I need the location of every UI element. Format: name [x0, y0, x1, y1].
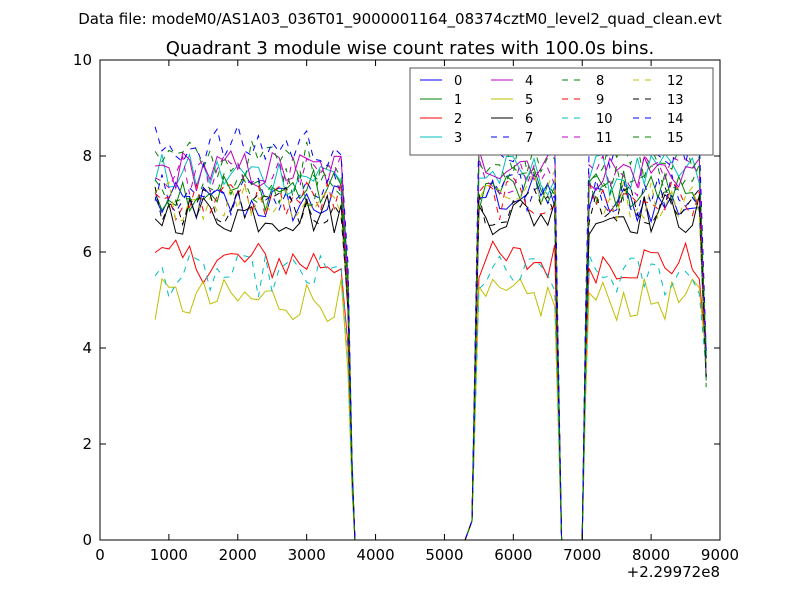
y-tick-label: 4: [82, 339, 92, 357]
x-tick-label: 1000: [150, 546, 188, 564]
legend-item-5: 5: [491, 93, 533, 108]
x-offset-label: +2.29972e8: [627, 563, 720, 581]
series-line-3: [154, 153, 707, 541]
legend-label-4: 4: [525, 74, 533, 89]
series-line-13: [154, 185, 707, 541]
legend-label-10: 10: [596, 112, 613, 127]
legend-item-10: 10: [562, 112, 613, 127]
legend-item-6: 6: [491, 112, 533, 127]
legend-item-14: 14: [633, 112, 684, 127]
legend-label-9: 9: [596, 93, 604, 108]
legend-item-0: 0: [420, 74, 462, 89]
axis-ticks: 0 1000 2000 3000 4000 5000 6000 7000 8000 9000 0 2 4…: [73, 51, 739, 564]
plot-area: [154, 124, 707, 541]
legend-label-12: 12: [667, 74, 684, 89]
legend-item-15: 15: [633, 131, 684, 146]
chart-suptitle: Data file: modeM0/AS1A03_036T01_90000011…: [78, 10, 722, 29]
series-line-9: [154, 177, 707, 541]
legend-label-0: 0: [454, 74, 462, 89]
legend-item-9: 9: [562, 93, 604, 108]
legend-item-1: 1: [420, 93, 462, 108]
y-tick-label: 2: [82, 435, 92, 453]
y-tick-label: 6: [82, 243, 92, 261]
series-line-10: [154, 254, 707, 541]
legend-label-1: 1: [454, 93, 462, 108]
legend-label-11: 11: [596, 131, 613, 146]
legend-item-3: 3: [420, 131, 462, 146]
legend-label-5: 5: [525, 93, 533, 108]
y-tick-label: 0: [82, 531, 92, 549]
x-tick-label: 2000: [219, 546, 257, 564]
plot-frame: [99, 59, 721, 541]
legend-label-3: 3: [454, 131, 462, 146]
legend-item-12: 12: [633, 74, 684, 89]
x-tick-label: 6000: [494, 546, 532, 564]
x-tick-label: 5000: [425, 546, 463, 564]
x-tick-label: 3000: [288, 546, 326, 564]
chart-title: Quadrant 3 module wise count rates with …: [166, 38, 655, 59]
legend-item-13: 13: [633, 93, 684, 108]
y-tick-label: 10: [73, 51, 92, 69]
series-line-0: [154, 172, 707, 541]
legend-item-4: 4: [491, 74, 533, 89]
legend-label-7: 7: [525, 131, 533, 146]
series-line-6: [154, 193, 707, 541]
legend-item-11: 11: [562, 131, 613, 146]
legend-item-8: 8: [562, 74, 604, 89]
x-tick-label: 9000: [701, 546, 739, 564]
legend-item-7: 7: [491, 131, 533, 146]
legend-label-8: 8: [596, 74, 604, 89]
x-tick-label: 8000: [632, 546, 670, 564]
x-tick-label: 7000: [563, 546, 601, 564]
legend-label-14: 14: [667, 112, 684, 127]
x-tick-label: 0: [95, 546, 105, 564]
series-line-2: [154, 239, 707, 541]
series-line-5: [154, 277, 707, 541]
series-line-8: [154, 136, 707, 541]
series-line-11: [154, 153, 707, 541]
legend-item-2: 2: [420, 112, 462, 127]
legend-label-15: 15: [667, 131, 684, 146]
series-line-15: [154, 161, 707, 541]
legend-label-6: 6: [525, 112, 533, 127]
series-line-4: [155, 141, 707, 541]
series-line-7: [154, 173, 707, 541]
legend-label-13: 13: [667, 93, 684, 108]
legend-label-2: 2: [454, 112, 462, 127]
legend-box: [409, 67, 714, 156]
y-tick-label: 8: [82, 147, 92, 165]
x-tick-label: 4000: [356, 546, 394, 564]
series-line-12: [154, 170, 707, 541]
series-line-1: [154, 167, 707, 541]
